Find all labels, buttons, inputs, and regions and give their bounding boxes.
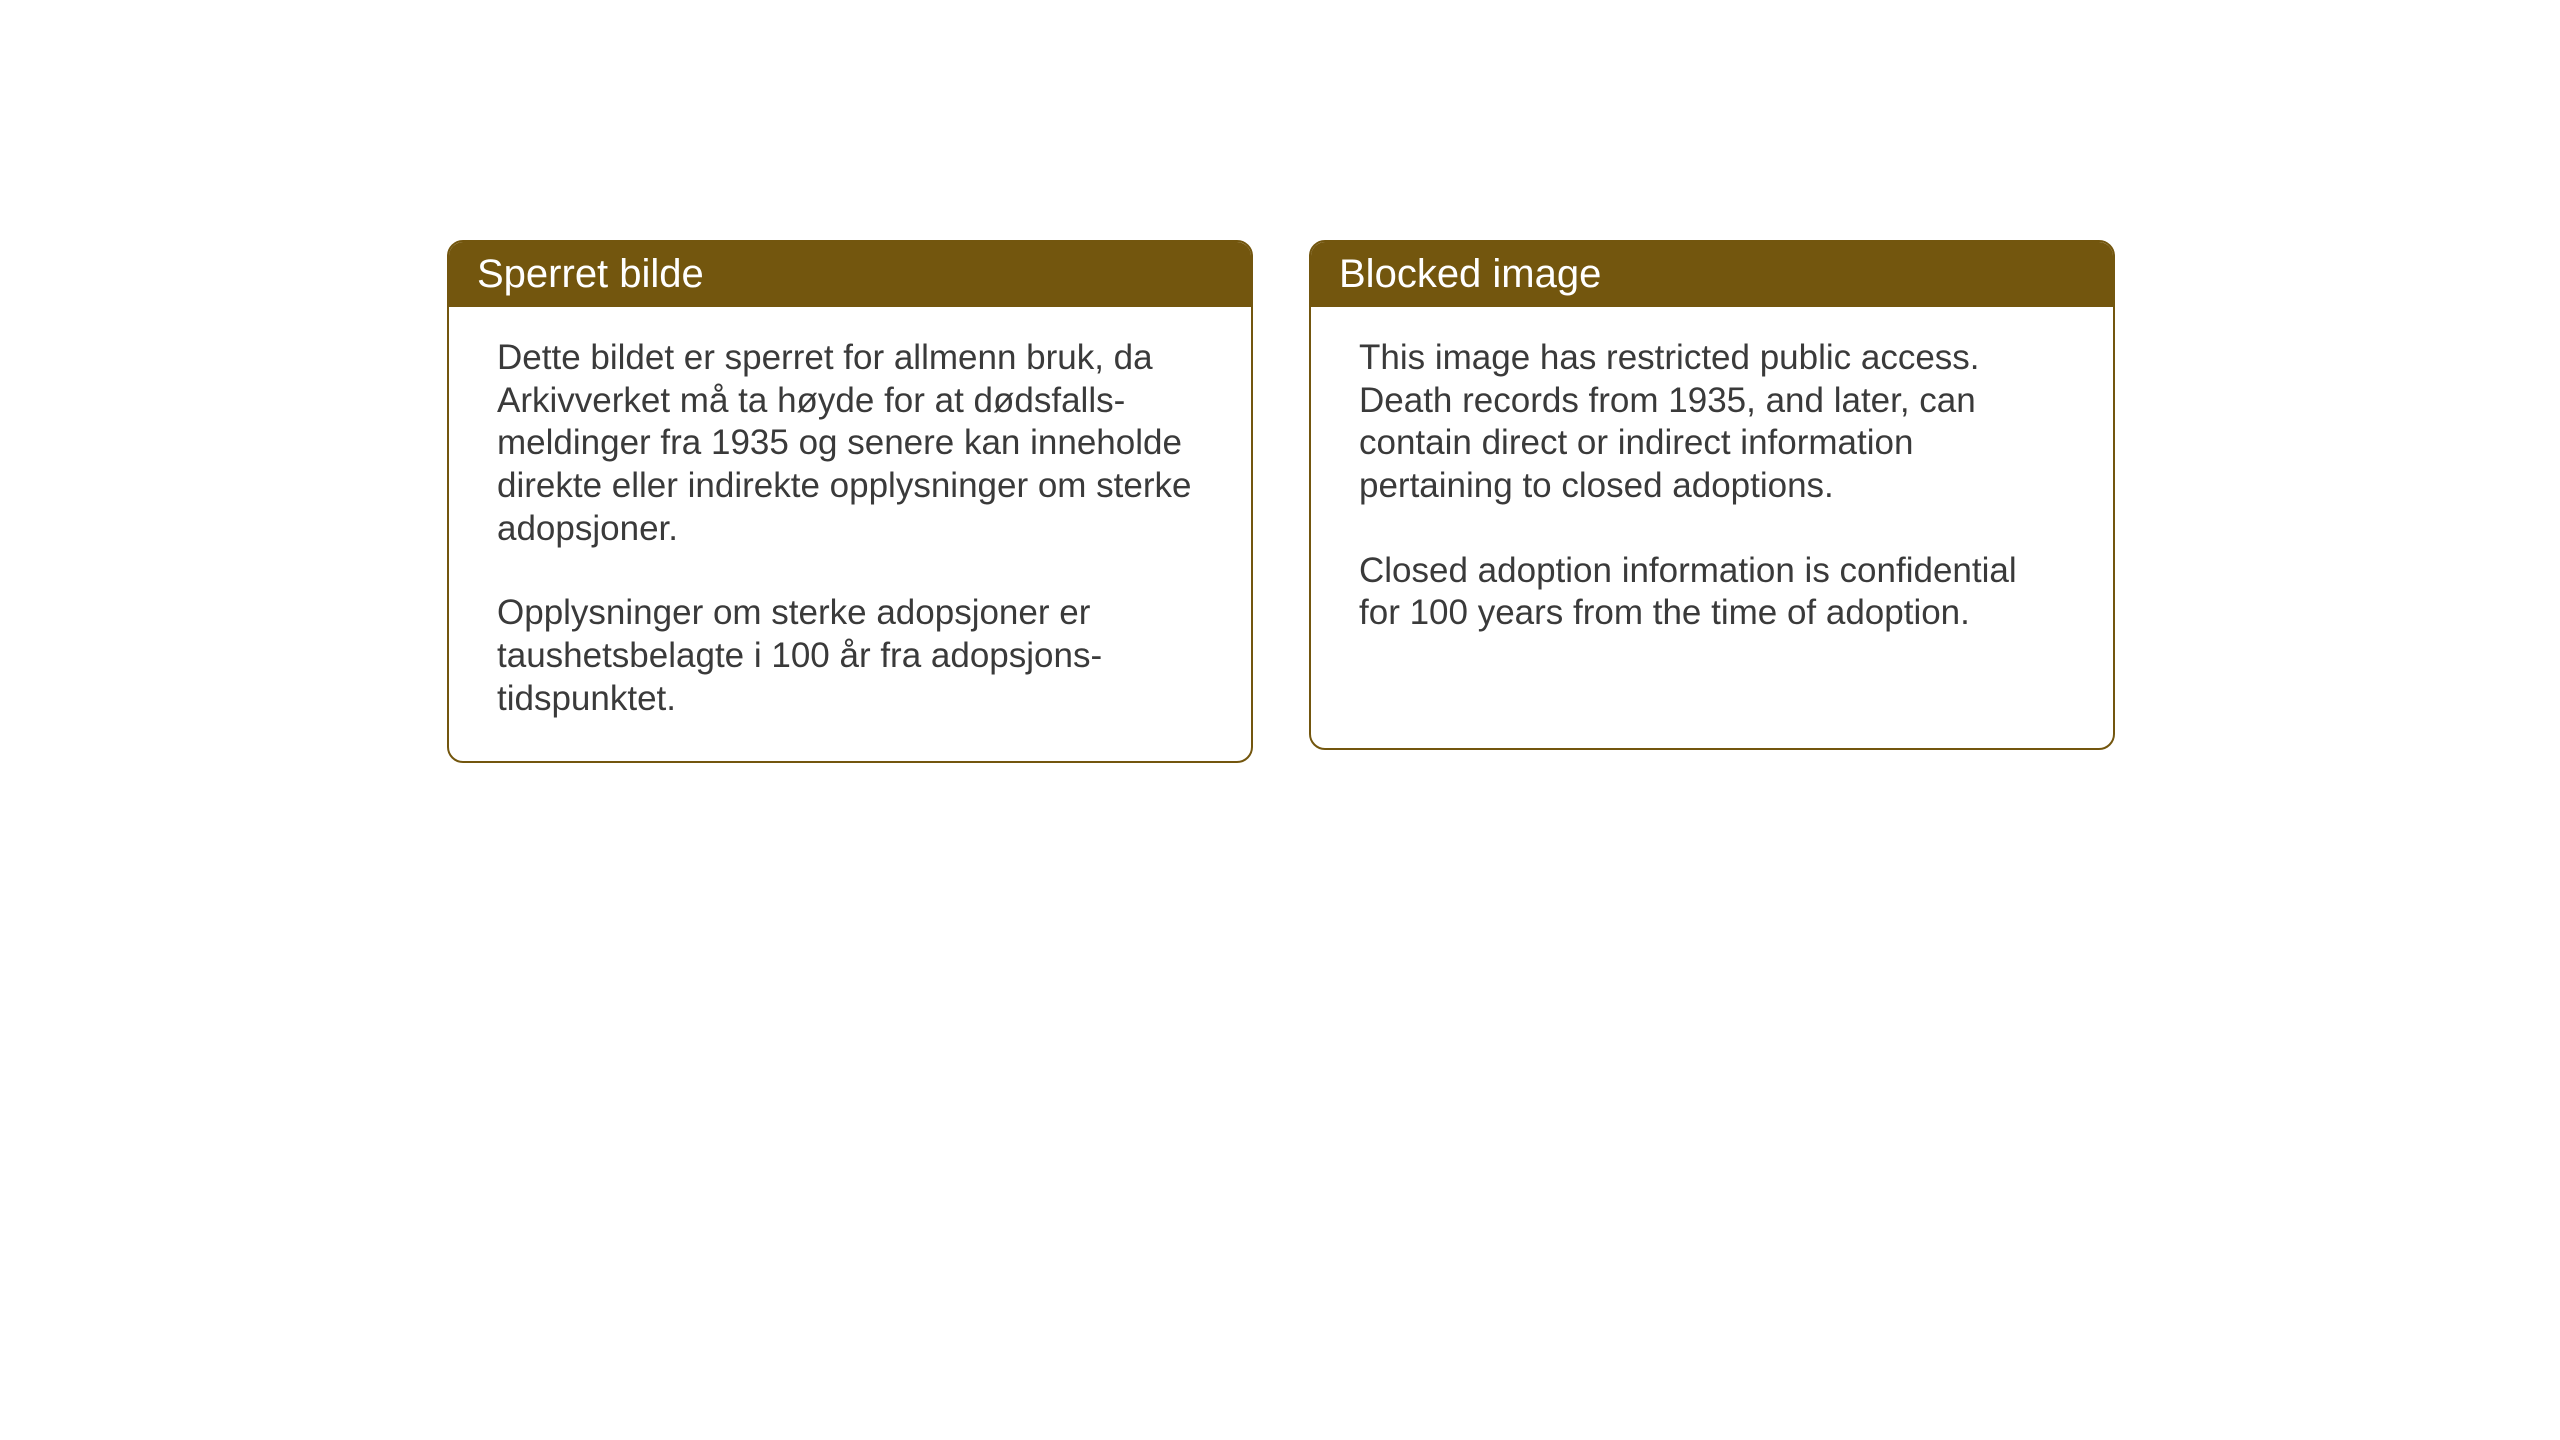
- card-paragraph-2-english: Closed adoption information is confident…: [1359, 550, 2065, 635]
- card-body-norwegian: Dette bildet er sperret for allmenn bruk…: [449, 307, 1251, 761]
- card-paragraph-2-norwegian: Opplysninger om sterke adopsjoner er tau…: [497, 592, 1203, 720]
- card-title-norwegian: Sperret bilde: [477, 252, 704, 296]
- cards-container: Sperret bilde Dette bildet er sperret fo…: [447, 240, 2115, 763]
- blocked-image-card-norwegian: Sperret bilde Dette bildet er sperret fo…: [447, 240, 1253, 763]
- card-title-english: Blocked image: [1339, 252, 1601, 296]
- blocked-image-card-english: Blocked image This image has restricted …: [1309, 240, 2115, 750]
- card-header-norwegian: Sperret bilde: [449, 242, 1251, 307]
- card-body-english: This image has restricted public access.…: [1311, 307, 2113, 675]
- card-paragraph-1-norwegian: Dette bildet er sperret for allmenn bruk…: [497, 337, 1203, 550]
- card-paragraph-1-english: This image has restricted public access.…: [1359, 337, 2065, 508]
- card-header-english: Blocked image: [1311, 242, 2113, 307]
